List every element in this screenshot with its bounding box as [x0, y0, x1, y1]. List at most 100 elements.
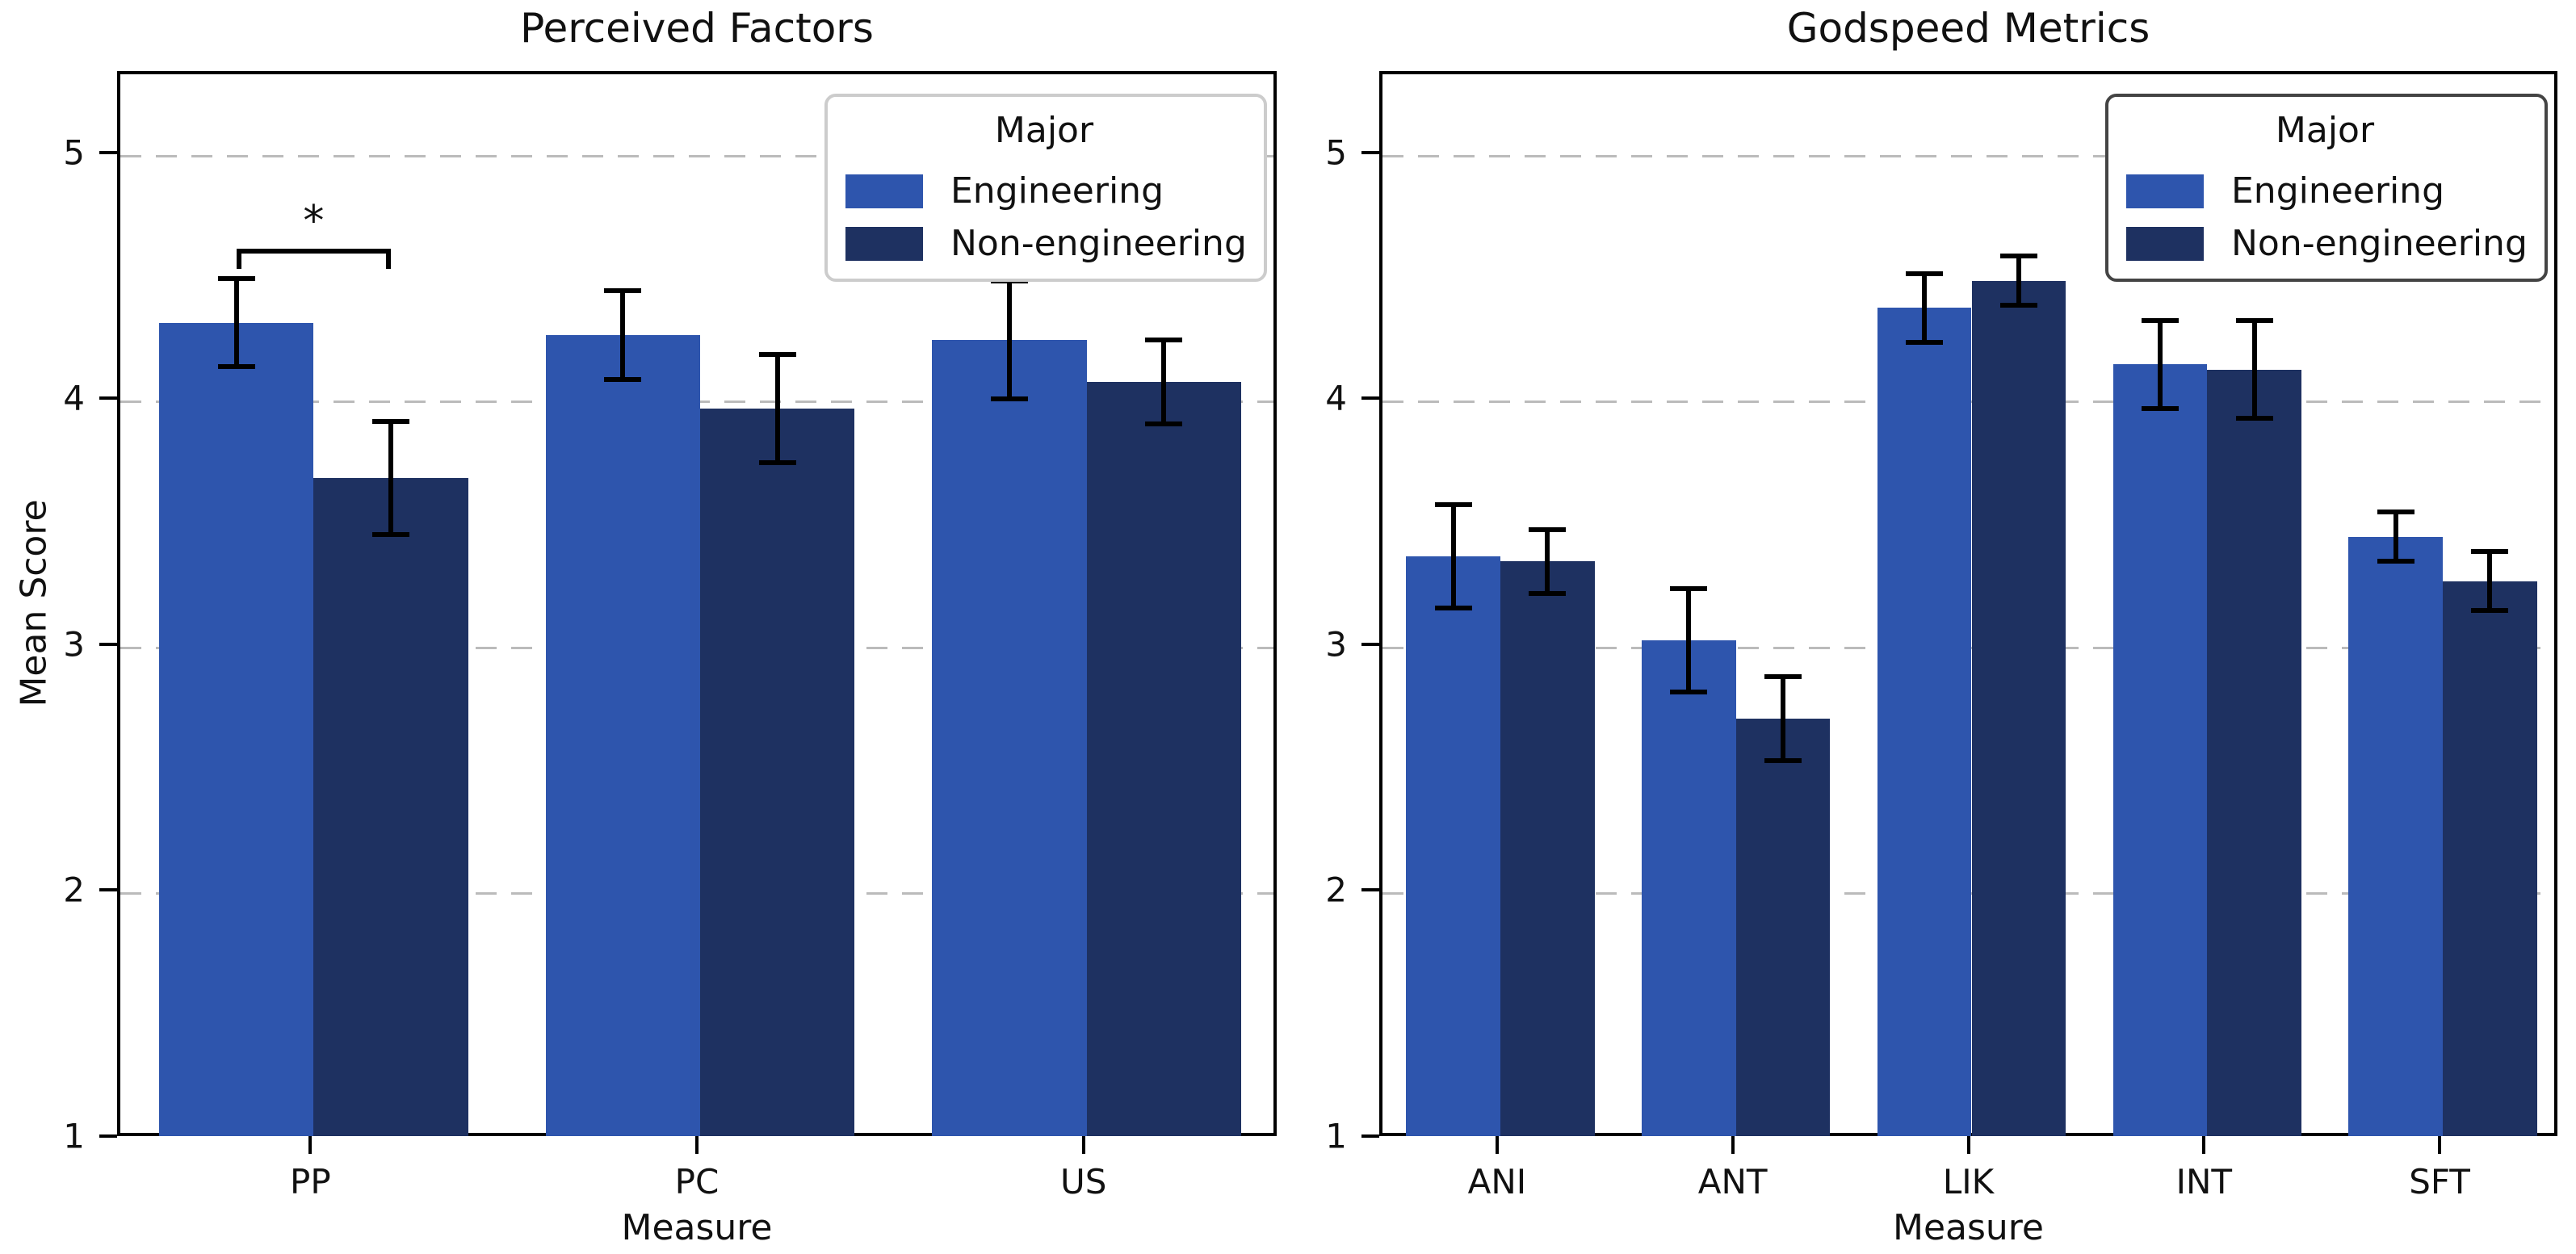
error-bar-engineering-SFT	[2393, 512, 2398, 562]
x-tick-PC	[695, 1136, 699, 1154]
error-bar-engineering-PP	[233, 278, 239, 367]
legend-swatch-engineering	[845, 174, 923, 208]
right-x-axis-label: Measure	[1893, 1207, 2044, 1248]
error-cap-bottom-non-engineering-SFT	[2471, 608, 2509, 614]
error-bar-non-engineering-SFT	[2487, 551, 2493, 611]
error-cap-bottom-engineering-ANI	[1434, 606, 1472, 611]
legend-label-engineering: Engineering	[950, 170, 1164, 212]
legend-title: Major	[994, 110, 1094, 151]
error-cap-top-non-engineering-US	[1145, 337, 1183, 342]
error-cap-top-engineering-ANT	[1670, 585, 1708, 591]
error-bar-non-engineering-LIK	[2016, 256, 2021, 306]
y-tick-5	[1361, 150, 1379, 154]
bar-engineering-LIK	[1877, 308, 1972, 1136]
bar-non-engineering-PP	[313, 477, 468, 1136]
y-tick-1	[99, 1134, 117, 1138]
error-bar-engineering-LIK	[1922, 273, 1928, 343]
error-cap-bottom-engineering-SFT	[2377, 559, 2414, 564]
error-cap-top-engineering-ANI	[1434, 502, 1472, 508]
y-tick-4	[1361, 396, 1379, 401]
error-cap-bottom-engineering-INT	[2141, 406, 2179, 412]
y-axis-label: Mean Score	[13, 499, 55, 707]
bar-engineering-US	[932, 339, 1087, 1136]
error-cap-bottom-engineering-LIK	[1906, 340, 1944, 346]
error-cap-bottom-engineering-PC	[604, 376, 642, 382]
x-tick-label-SFT: SFT	[2409, 1162, 2470, 1202]
legend-swatch-non_engineering	[2126, 226, 2204, 261]
error-cap-top-non-engineering-PP	[372, 418, 410, 424]
y-tick-label-5: 5	[63, 132, 85, 173]
significance-star-PP: *	[303, 196, 325, 245]
y-tick-3	[99, 642, 117, 646]
bar-non-engineering-LIK	[1971, 280, 2066, 1136]
legend-swatch-engineering	[2126, 174, 2204, 208]
bar-engineering-PC	[545, 334, 700, 1136]
error-bar-non-engineering-ANT	[1781, 677, 1786, 761]
error-cap-top-engineering-INT	[2141, 317, 2179, 323]
y-tick-3	[1361, 642, 1379, 646]
x-tick-LIK	[1966, 1136, 1970, 1154]
error-cap-bottom-non-engineering-INT	[2235, 416, 2273, 421]
legend-entry-engineering: Engineering	[2126, 170, 2524, 212]
right-panel-title: Godspeed Metrics	[1786, 5, 2150, 52]
legend: Major Engineering Non-engineering	[824, 94, 1267, 282]
left-panel-title: Perceived Factors	[520, 5, 874, 52]
x-tick-label-INT: INT	[2175, 1162, 2233, 1202]
error-cap-bottom-non-engineering-LIK	[1999, 303, 2037, 308]
error-bar-non-engineering-INT	[2251, 320, 2257, 419]
error-bar-non-engineering-PC	[774, 354, 780, 463]
error-cap-bottom-engineering-ANT	[1670, 689, 1708, 694]
y-tick-2	[1361, 888, 1379, 892]
error-cap-bottom-engineering-US	[990, 396, 1028, 402]
error-cap-top-engineering-LIK	[1906, 271, 1944, 276]
y-tick-label-3: 3	[63, 624, 85, 665]
legend-title: Major	[2275, 110, 2375, 151]
significance-bracket-PP	[236, 249, 392, 269]
error-cap-bottom-non-engineering-PP	[372, 531, 410, 537]
error-bar-engineering-PC	[620, 291, 626, 380]
legend: Major Engineering Non-engineering	[2105, 94, 2548, 282]
bar-engineering-SFT	[2348, 536, 2444, 1136]
error-cap-top-non-engineering-INT	[2235, 317, 2273, 323]
y-tick-5	[99, 150, 117, 154]
error-bar-engineering-ANT	[1686, 588, 1692, 692]
error-cap-top-engineering-PC	[604, 288, 642, 294]
bar-non-engineering-US	[1086, 381, 1242, 1136]
left-x-axis-label: Measure	[621, 1207, 773, 1248]
error-cap-top-engineering-PP	[217, 275, 255, 281]
x-tick-INT	[2202, 1136, 2206, 1154]
x-tick-ANT	[1731, 1136, 1735, 1154]
bar-non-engineering-SFT	[2443, 581, 2537, 1136]
x-tick-label-ANT: ANT	[1697, 1162, 1768, 1202]
error-cap-bottom-non-engineering-PC	[758, 460, 796, 466]
error-bar-non-engineering-PP	[388, 421, 394, 535]
error-bar-engineering-INT	[2157, 320, 2163, 409]
legend-entry-non_engineering: Non-engineering	[2126, 223, 2528, 264]
error-cap-top-non-engineering-ANI	[1529, 526, 1567, 532]
bar-non-engineering-ANI	[1500, 561, 1595, 1136]
legend-swatch-non_engineering	[845, 226, 923, 261]
y-tick-label-3: 3	[1325, 624, 1347, 665]
bar-engineering-ANI	[1406, 556, 1500, 1136]
error-cap-bottom-non-engineering-US	[1145, 421, 1183, 426]
y-tick-label-1: 1	[63, 1116, 85, 1156]
x-tick-label-US: US	[1059, 1162, 1107, 1202]
y-tick-2	[99, 888, 117, 892]
bar-non-engineering-ANT	[1735, 719, 1831, 1136]
y-tick-label-1: 1	[1325, 1116, 1347, 1156]
x-tick-label-LIK: LIK	[1942, 1162, 1995, 1202]
error-cap-top-non-engineering-PC	[758, 352, 796, 358]
x-tick-label-PP: PP	[290, 1162, 331, 1202]
error-cap-top-non-engineering-ANT	[1764, 674, 1802, 680]
legend-label-engineering: Engineering	[2231, 170, 2444, 212]
x-tick-SFT	[2438, 1136, 2442, 1154]
y-tick-1	[1361, 1134, 1379, 1138]
error-cap-top-non-engineering-SFT	[2471, 548, 2509, 554]
x-tick-PP	[308, 1136, 313, 1154]
error-bar-non-engineering-US	[1161, 339, 1167, 424]
bar-non-engineering-PC	[700, 409, 855, 1136]
legend-label-non_engineering: Non-engineering	[2231, 223, 2528, 264]
error-bar-engineering-US	[1006, 280, 1012, 400]
y-tick-4	[99, 396, 117, 401]
